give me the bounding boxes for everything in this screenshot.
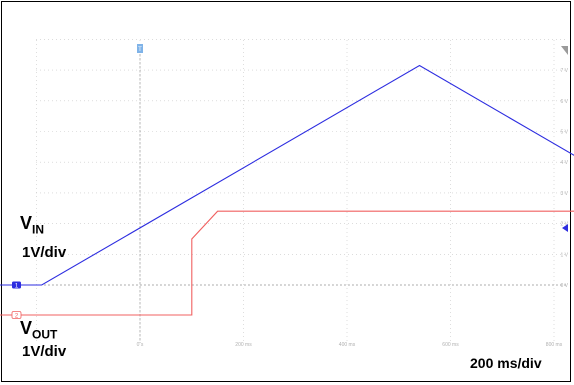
x-tick-label: 600 ms — [442, 342, 459, 348]
traces — [0, 64, 574, 316]
right-axis-labels: 7 V 6 V 5 V 4 V 3 V 2 V 1 V 0 V — [560, 68, 568, 289]
vout-label-sub: OUT — [32, 327, 58, 342]
trigger-marker — [137, 44, 143, 53]
vout-trace — [0, 210, 574, 316]
y-tick-label: 6 V — [560, 99, 568, 105]
y-tick-label: 0 V — [560, 283, 568, 289]
vout-scale-label: 1V/div — [22, 343, 67, 360]
ch1-marker-text: 1 — [15, 284, 19, 290]
grid — [36, 39, 566, 343]
x-tick-label: 400 ms — [339, 342, 356, 348]
x-tick-label: 800 ms — [546, 342, 563, 348]
vin-trace — [0, 64, 574, 286]
trigger-marker-text: T — [138, 47, 142, 53]
ch2-marker-text: 2 — [15, 314, 19, 320]
vout-label: VOUT — [20, 318, 57, 342]
vin-label-main: V — [20, 213, 33, 233]
ch2-marker — [11, 311, 22, 319]
x-tick-label: 200 ms — [235, 342, 252, 348]
trigger-level-indicator — [562, 224, 568, 232]
corner-indicator — [561, 46, 568, 55]
vout-label-main: V — [20, 318, 33, 338]
timebase-label: 200 ms/div — [470, 355, 542, 371]
y-tick-label: 3 V — [560, 191, 568, 197]
y-tick-label: 7 V — [560, 68, 568, 74]
vin-scale-label: 1V/div — [22, 244, 67, 261]
vin-label: VIN — [20, 213, 44, 237]
ch1-marker — [12, 281, 21, 289]
y-tick-label: 4 V — [560, 160, 568, 166]
y-tick-label: 2 V — [560, 222, 568, 228]
y-tick-label: 5 V — [560, 130, 568, 136]
vin-label-sub: IN — [32, 222, 45, 237]
x-tick-label: 0 s — [137, 342, 144, 348]
y-tick-label: 1 V — [560, 252, 568, 258]
channel-markers: 1 2 T — [11, 44, 568, 320]
